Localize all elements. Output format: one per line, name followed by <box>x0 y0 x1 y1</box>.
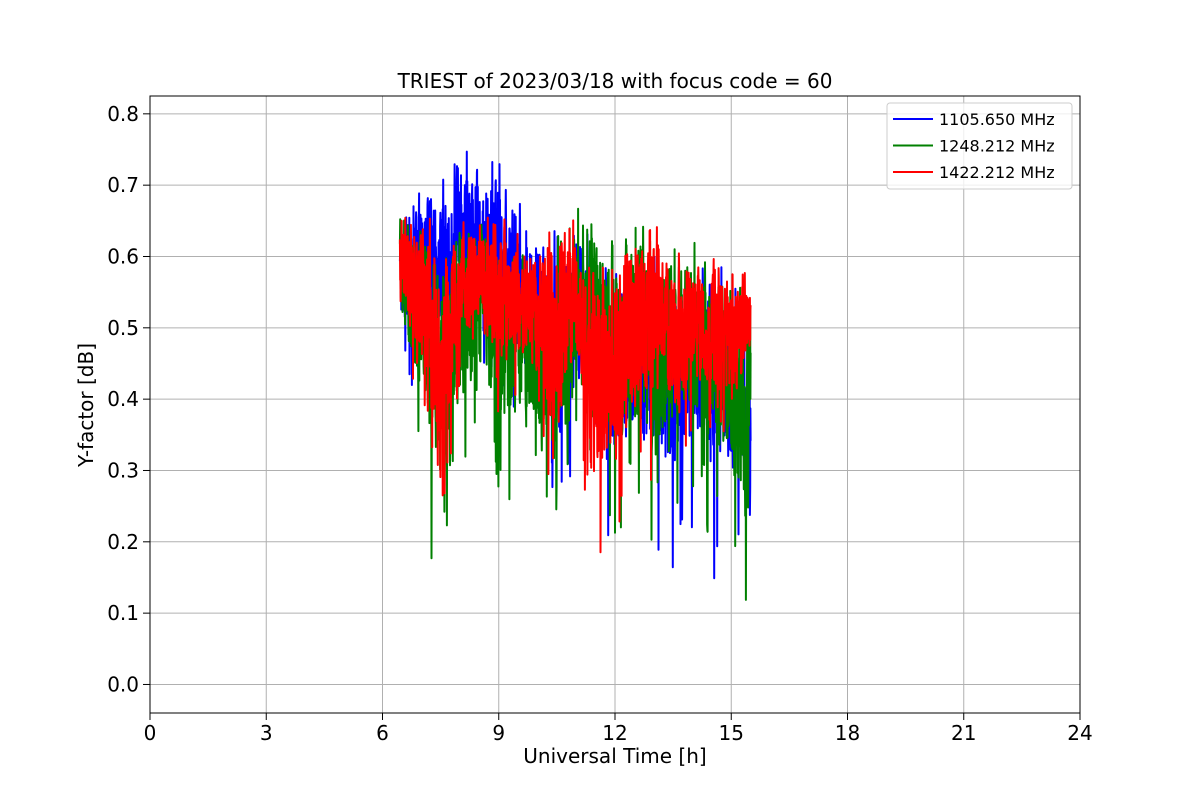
y-tick-label: 0.8 <box>107 102 139 126</box>
x-tick-label: 3 <box>260 721 273 745</box>
legend-label: 1248.212 MHz <box>939 137 1055 156</box>
x-tick-label: 12 <box>602 721 627 745</box>
x-tick-label: 0 <box>144 721 157 745</box>
y-tick-label: 0.4 <box>107 387 139 411</box>
x-axis-label: Universal Time [h] <box>523 744 706 768</box>
x-tick-label: 21 <box>951 721 976 745</box>
y-tick-label: 0.1 <box>107 601 139 625</box>
x-axis: 0 3 6 9 12 15 18 21 24 <box>144 713 1093 745</box>
series-layer <box>398 150 752 601</box>
y-tick-label: 0.5 <box>107 316 139 340</box>
legend: 1105.650 MHz 1248.212 MHz 1422.212 MHz <box>886 102 1073 190</box>
y-tick-label: 0.2 <box>107 530 139 554</box>
x-tick-label: 9 <box>492 721 505 745</box>
y-tick-label: 0.0 <box>107 672 139 696</box>
y-axis-label: Y-factor [dB] <box>74 343 98 468</box>
chart-title: TRIEST of 2023/03/18 with focus code = 6… <box>397 69 833 93</box>
y-tick-label: 0.3 <box>107 458 139 482</box>
x-tick-label: 24 <box>1067 721 1092 745</box>
y-tick-label: 0.6 <box>107 244 139 268</box>
legend-label: 1422.212 MHz <box>939 163 1055 182</box>
legend-box <box>886 102 1073 190</box>
series-line <box>398 216 752 554</box>
x-tick-label: 6 <box>376 721 389 745</box>
x-tick-label: 15 <box>719 721 744 745</box>
y-axis: 0.0 0.1 0.2 0.3 0.4 0.5 0.6 0.7 0.8 <box>107 102 150 696</box>
x-tick-label: 18 <box>835 721 860 745</box>
y-tick-label: 0.7 <box>107 173 139 197</box>
legend-label: 1105.650 MHz <box>939 110 1055 129</box>
